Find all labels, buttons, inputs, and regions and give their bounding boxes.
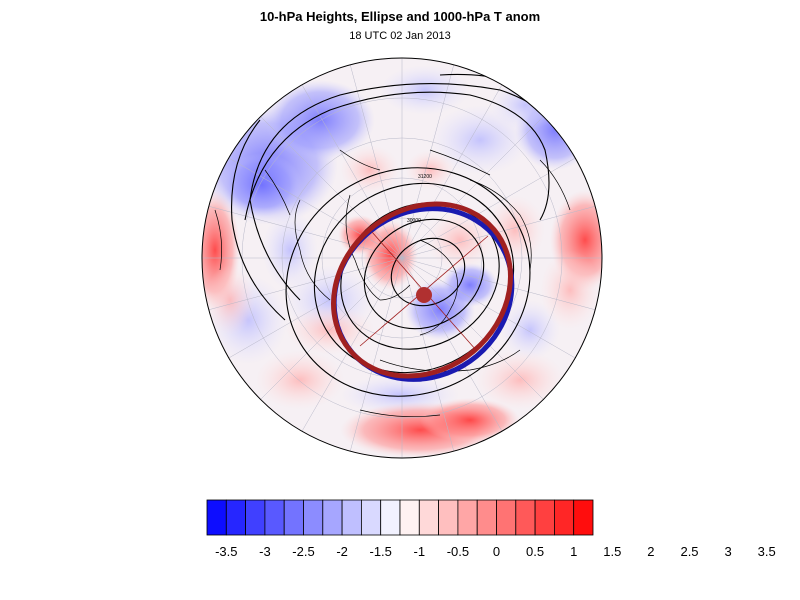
meridian-line [401,116,544,259]
graticule [202,58,602,458]
meridian-line [208,257,403,311]
colorbar-box [418,499,439,536]
colorbar-box [264,499,285,536]
colorbar-box [341,499,362,536]
meridian-line [228,257,403,359]
meridian-line [401,84,503,259]
colorbar-tick-label: 1 [570,544,578,559]
colorbar-box [515,499,536,536]
colorbar-box [283,499,304,536]
colorbar-box [360,499,382,536]
meridian-line [401,157,576,259]
colorbar-tick-label: -2 [336,544,348,559]
colorbar-tick-label: 0 [492,544,501,559]
colorbar-tick-label: 3.5 [757,544,776,559]
colorbar-tick-label: -3 [259,544,271,559]
colorbar-box [322,499,343,536]
colorbar-box [380,499,401,536]
meridian-line [349,64,403,259]
contour-label-31200: 31200 [418,174,432,180]
meridian-line [301,84,403,259]
contour-labels: 31200 30000 [407,174,432,224]
meridian-line [401,257,544,400]
meridian-line [401,257,455,452]
colorbar-box [225,499,247,536]
meridian-line [228,157,403,259]
chart-title: 10-hPa Heights, Ellipse and 1000-hPa T a… [259,9,541,24]
colorbar-box [476,499,497,536]
colorbar-box [573,499,594,536]
vortex-center [416,287,432,303]
meridian-line [401,257,596,311]
colorbar-box [534,499,555,536]
colorbar-tick-label: -1 [413,544,426,559]
colorbar-tick-label: 2.5 [680,544,699,559]
meridian-line [260,257,403,400]
meridian-line [301,257,403,432]
colorbar-box [399,499,420,536]
vortex-ellipse-red [331,201,513,379]
colorbar-box [438,499,459,536]
meridian-line [401,257,503,432]
colorbar-box [303,499,324,536]
colorbar-tick-label: -0.5 [446,544,470,559]
colorbar-box [206,499,227,536]
colorbar-tick-label: 0.5 [526,544,545,559]
meridian-line [349,257,403,452]
coastlines [214,149,571,417]
colorbar-tick-label: 1.5 [603,544,622,559]
meridian-line [208,205,403,259]
chart-subtitle: 18 UTC 02 Jan 2013 [349,30,451,42]
colorbar-box [496,499,517,536]
colorbar-box [554,499,575,536]
meridian-line [401,64,455,259]
contour-label-30000: 30000 [407,218,421,224]
vortex-ellipses [331,201,515,382]
colorbar-box [245,499,266,536]
colorbar-box [457,499,478,536]
colorbar-tick-label: 2 [647,544,655,559]
colorbar-tick-label: -2.5 [292,544,315,559]
colorbar-tick-label: -3.5 [215,544,238,559]
globe-outline [201,57,603,459]
colorbar-tick-label: 3 [724,544,732,559]
meridian-line [401,257,576,359]
colorbar-tick-label: -1.5 [369,544,392,559]
